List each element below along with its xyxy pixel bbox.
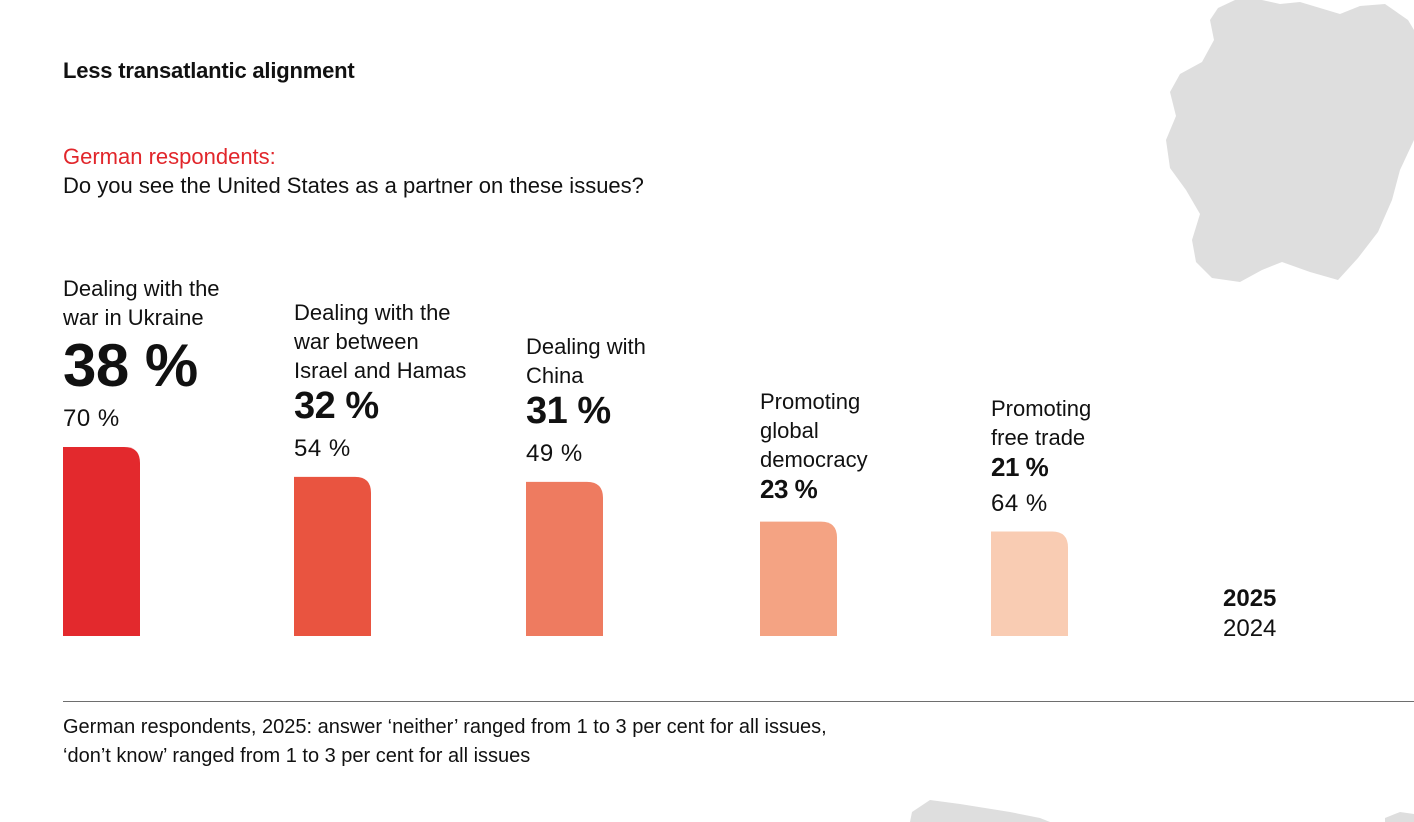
value-label-2024-1: 70 % (63, 405, 120, 432)
category-label-line: war between (294, 328, 419, 354)
footnote: German respondents, 2025: answer ‘neithe… (63, 713, 827, 771)
category-label-line: Dealing with the (294, 299, 451, 325)
legend-2024: 2024 (1223, 615, 1277, 642)
value-label-2025-3: 31 % (526, 389, 611, 432)
category-label-line: Promoting (760, 389, 861, 415)
category-label-line: free trade (991, 425, 1086, 451)
value-label-2025-2: 32 % (294, 384, 379, 427)
category-label-line: Dealing with (526, 333, 646, 359)
footnote-line-1: German respondents, 2025: answer ‘neithe… (63, 716, 827, 738)
subtitle-question: Do you see the United States as a partne… (63, 173, 644, 198)
category-label-line: Israel and Hamas (294, 357, 467, 383)
category-label-line: democracy (760, 447, 868, 473)
value-label-2024-2: 54 % (294, 434, 351, 462)
category-label-5: Promoting free trade (991, 394, 1221, 452)
category-label-line: Promoting (991, 396, 1092, 422)
bar-2025-1 (63, 447, 140, 636)
footnote-line-2: ‘don’t know’ ranged from 1 to 3 per cent… (63, 745, 531, 767)
bar-2025-4 (760, 521, 837, 636)
chart-title: Less transatlantic alignment (63, 58, 355, 83)
category-label-line: war in Ukraine (63, 305, 204, 330)
footnote-divider (63, 701, 1414, 702)
category-label-2: Dealing with the war between Israel and Ha… (294, 298, 524, 385)
bar-2025-2 (294, 476, 371, 636)
value-label-2024-5: 64 % (991, 489, 1048, 517)
value-label-2025-5: 21 % (991, 452, 1049, 483)
category-label-3: Dealing with China (526, 332, 756, 390)
category-label-1: Dealing with the war in Ukraine (63, 274, 293, 332)
category-label-4: Promoting global democracy (760, 387, 990, 474)
value-label-2024-3: 49 % (526, 439, 583, 467)
bar-2025-5 (991, 531, 1068, 636)
category-label-line: China (526, 362, 584, 388)
value-label-2025-4: 23 % (760, 474, 818, 505)
legend-2025: 2025 (1223, 585, 1277, 612)
subtitle-respondents: German respondents: (63, 144, 276, 169)
bar-2025-3 (526, 481, 603, 636)
category-label-line: Dealing with the (63, 276, 220, 301)
category-label-line: global (760, 418, 819, 444)
value-label-2025-1: 38 % (63, 332, 198, 399)
